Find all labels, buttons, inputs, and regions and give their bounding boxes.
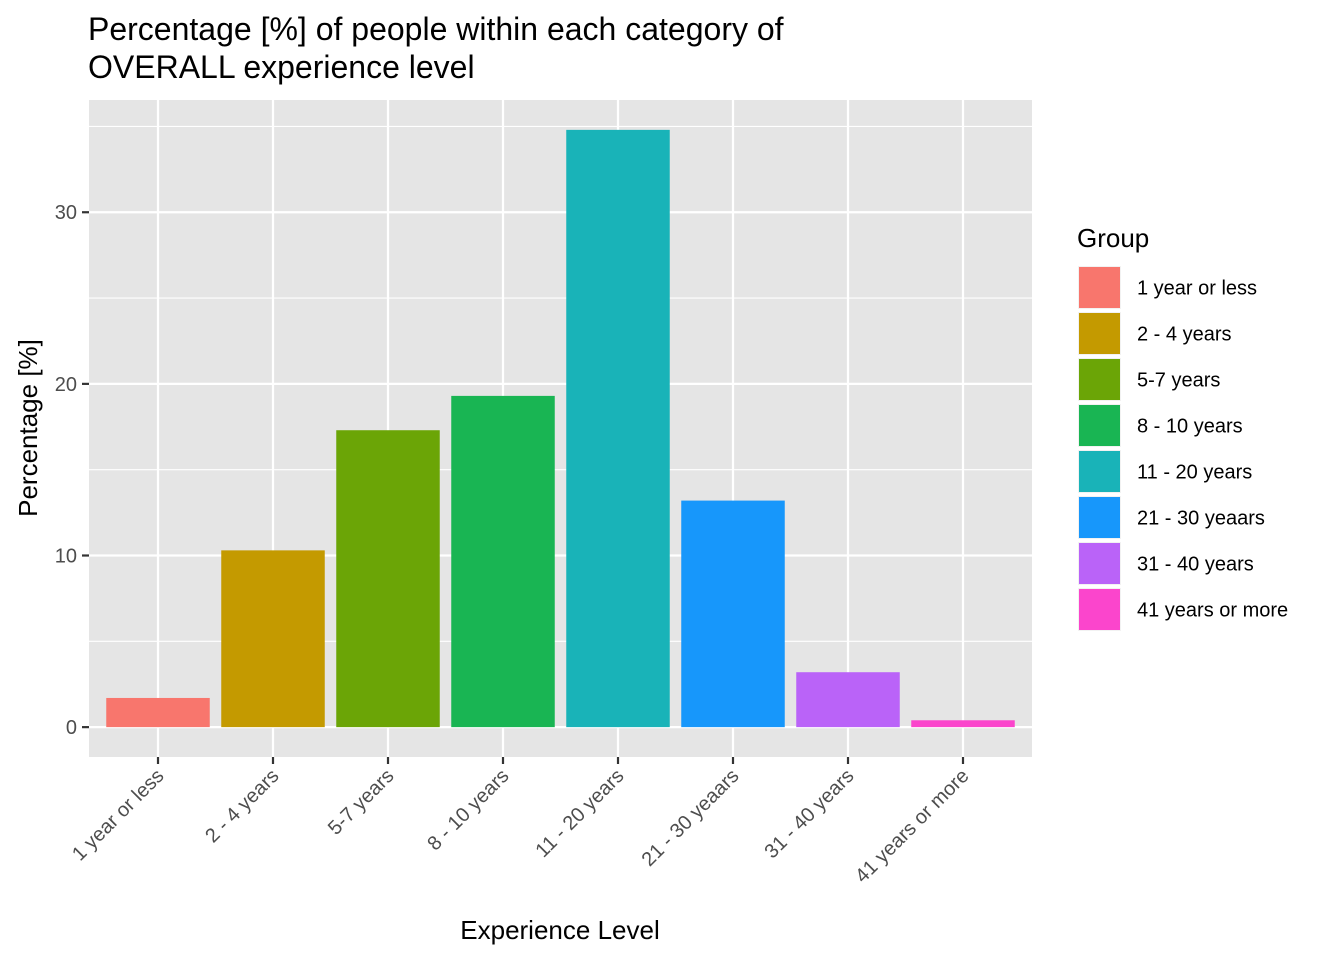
y-tick-label: 20 <box>55 374 77 396</box>
x-axis: 1 year or less 2 - 4 years 5-7 years 8 - 10… <box>68 757 974 887</box>
bar <box>451 395 555 728</box>
chart-title-line-1: Percentage [%] of people within each cat… <box>88 11 784 47</box>
legend-swatch <box>1079 543 1120 584</box>
y-tick-label: 0 <box>66 717 77 739</box>
legend-label: 41 years or more <box>1137 600 1288 622</box>
legend-label: 1 year or less <box>1137 278 1257 300</box>
legend-label: 5-7 years <box>1137 370 1220 392</box>
bar <box>911 720 1015 728</box>
legend-label: 11 - 20 years <box>1137 462 1252 484</box>
x-tick-label: 31 - 40 years <box>760 765 858 863</box>
legend-swatch <box>1079 497 1120 538</box>
legend-label: 8 - 10 years <box>1137 416 1243 438</box>
bar <box>796 672 900 728</box>
x-axis-title: Experience Level <box>460 915 659 945</box>
x-tick-label: 11 - 20 years <box>531 765 628 862</box>
legend-swatch <box>1079 451 1120 492</box>
legend-label: 2 - 4 years <box>1137 324 1231 346</box>
x-tick-label: 2 - 4 years <box>201 765 283 847</box>
legend-swatch <box>1079 313 1120 354</box>
x-tick-label: 5-7 years <box>324 765 399 840</box>
y-tick-label: 10 <box>55 546 77 568</box>
bar <box>221 550 325 728</box>
legend-swatch <box>1079 589 1120 630</box>
bar <box>681 500 785 728</box>
bars <box>106 129 1015 728</box>
bar <box>336 430 440 728</box>
y-tick-label: 30 <box>55 202 77 224</box>
chart-title-line-2: OVERALL experience level <box>88 49 475 85</box>
x-tick-label: 41 years or more <box>851 765 973 887</box>
x-tick-label: 1 year or less <box>68 765 168 865</box>
y-axis-title: Percentage [%] <box>13 339 43 517</box>
legend-swatch <box>1079 405 1120 446</box>
legend: Group 1 year or less 2 - 4 years 5-7 years… <box>1077 223 1288 631</box>
legend-label: 31 - 40 years <box>1137 554 1254 576</box>
bar <box>106 697 210 728</box>
legend-swatch <box>1079 359 1120 400</box>
x-tick-label: 21 - 30 yeaars <box>638 765 744 871</box>
y-axis: 0 10 20 30 <box>55 202 89 739</box>
bar <box>566 129 670 728</box>
x-tick-label: 8 - 10 years <box>423 765 513 855</box>
legend-label: 21 - 30 yeaars <box>1137 508 1265 530</box>
legend-swatch <box>1079 267 1120 308</box>
legend-title: Group <box>1077 223 1149 253</box>
